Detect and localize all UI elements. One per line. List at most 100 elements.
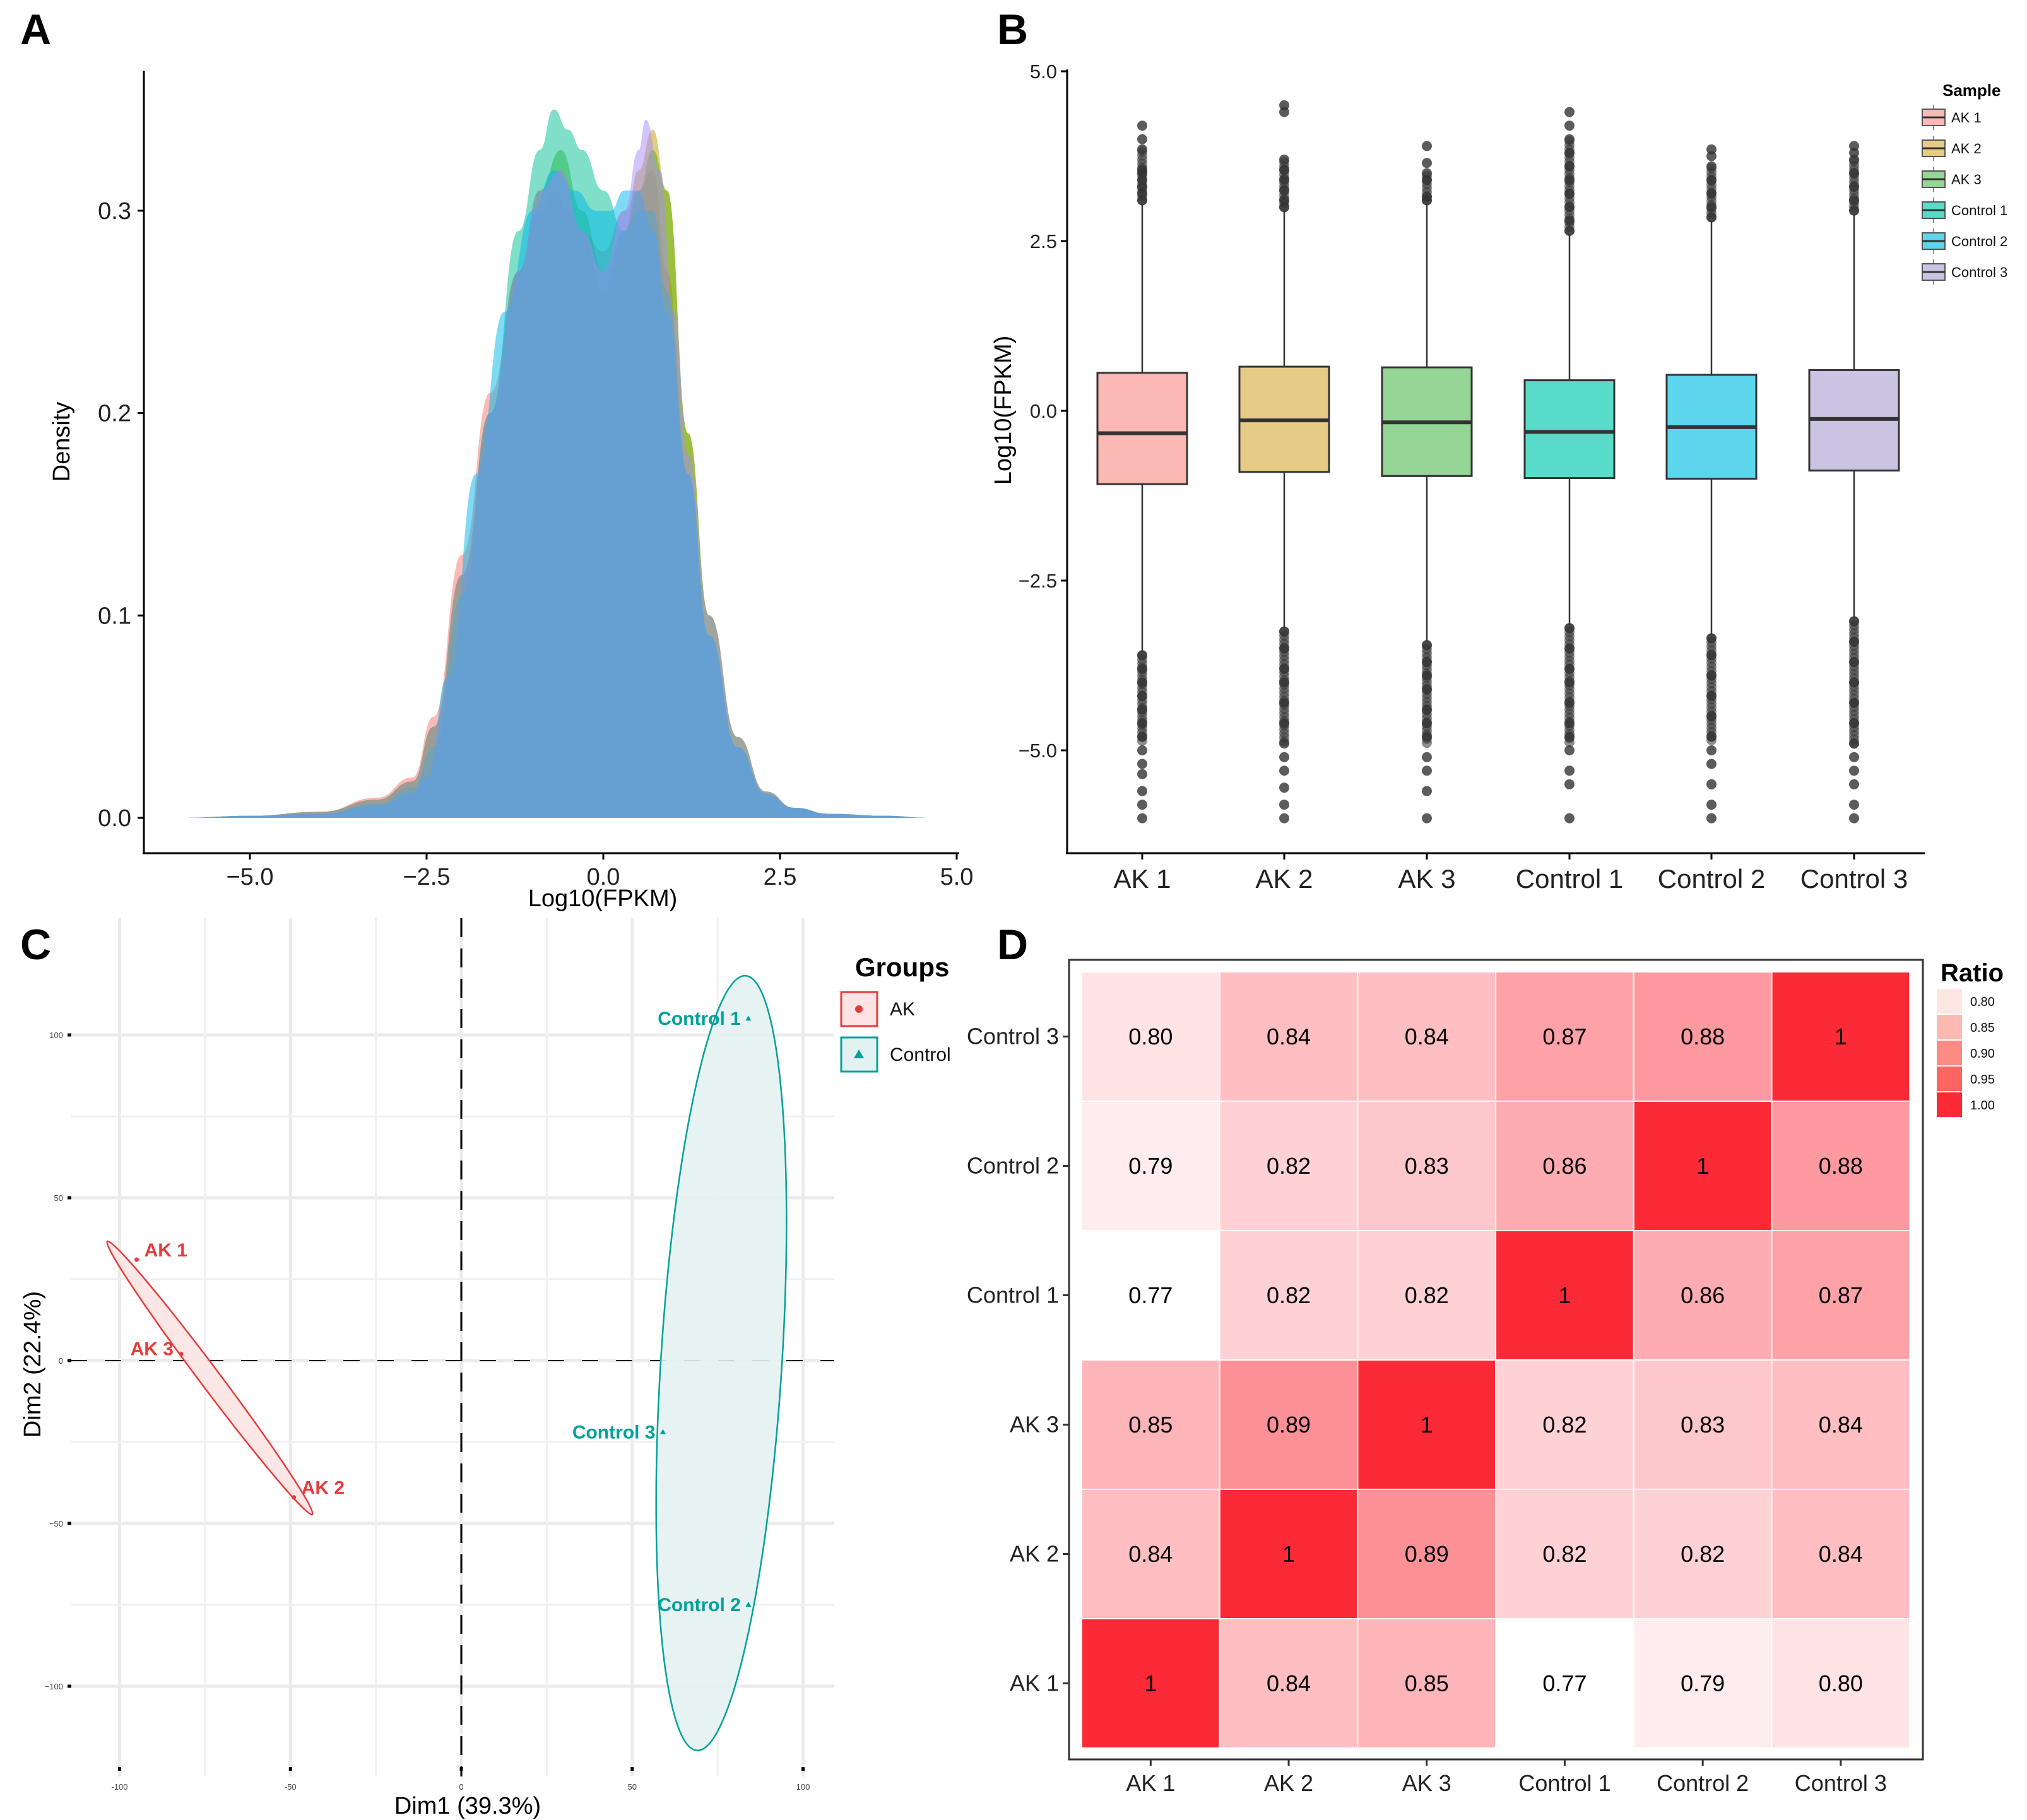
point-control-2 [745, 1602, 752, 1607]
outlier-point [1706, 813, 1717, 824]
legend-marker [855, 1005, 863, 1013]
heatmap-cell: 0.79 [1081, 1101, 1220, 1231]
box-ak-1 [1096, 121, 1188, 824]
heatmap-cell: 1 [1633, 1101, 1773, 1231]
heatmap-cell: 1 [1219, 1489, 1359, 1619]
heatmap-cell-value: 0.84 [1267, 1024, 1311, 1049]
outlier-point [1137, 650, 1147, 661]
outlier-point [1849, 800, 1859, 810]
outlier-point [1706, 690, 1717, 701]
outlier-point [1849, 168, 1859, 179]
outlier-point [1706, 144, 1717, 155]
legend-swatch [1937, 1092, 1962, 1117]
outlier-point [1422, 704, 1432, 715]
outlier-point [1137, 745, 1147, 755]
box-plot: 5.0 2.5 0.0 −2.5 −5.0 AK 1 AK 2 AK 3 Control 1 C… [990, 61, 2007, 894]
heatmap-cell-value: 0.89 [1267, 1412, 1311, 1438]
legend: Sample AK 1 AK 2 AK 3 Control 1 Control 2 Con… [1922, 81, 2007, 285]
heatmap-cell-value: 0.86 [1681, 1282, 1725, 1308]
heatmap-cell-rect [1357, 971, 1497, 1102]
heatmap-cells: 1 0.84 0.85 0.77 0.79 0.80 0.84 1 0.89 0.82 0.82 0.… [1081, 971, 1911, 1749]
outlier-point [1706, 759, 1717, 769]
heatmap-cell-value: 1 [1144, 1670, 1157, 1696]
x-tick-label: 0 [459, 1782, 463, 1792]
outlier-point [1422, 192, 1432, 203]
outlier-point [1137, 800, 1147, 810]
legend-label: Control 2 [1951, 233, 2007, 249]
x-tick-label: Control 3 [1795, 1770, 1887, 1796]
x-tick-mark [118, 1767, 121, 1771]
x-tick-label: AK 1 [1113, 864, 1171, 894]
heatmap-cell-value: 1 [1282, 1541, 1295, 1567]
heatmap-cell-value: 0.79 [1681, 1670, 1725, 1696]
heatmap-cell: 0.84 [1219, 1618, 1359, 1749]
heatmap-cell: 0.86 [1495, 1101, 1634, 1231]
heatmap-cell-value: 0.84 [1128, 1541, 1173, 1567]
outlier-point [1706, 731, 1717, 742]
x-tick-label: Control 2 [1657, 1770, 1749, 1796]
legend-label: Control 1 [1951, 203, 2007, 218]
outlier-point [1564, 134, 1575, 145]
outlier-point [1422, 684, 1432, 695]
outlier-point [1279, 175, 1289, 186]
outlier-point [1422, 765, 1432, 776]
x-tick-label: Control 3 [1800, 864, 1908, 894]
y-tick-mark [68, 1033, 71, 1037]
heatmap-cell-rect [1081, 1230, 1220, 1361]
legend-item-ak-2: AK 2 [1922, 136, 1982, 161]
y-tick-label: −5.0 [1019, 740, 1057, 762]
heatmap-cell-rect [1219, 971, 1359, 1102]
legend-item: 0.95 [1937, 1067, 1995, 1091]
outlier-point [1849, 141, 1859, 151]
heatmap-cell-value: 0.86 [1542, 1153, 1587, 1179]
legend: Ratio 0.80 0.85 0.90 0.95 1.00 [1937, 959, 2004, 1117]
heatmap-cell-rect [1081, 1101, 1220, 1231]
x-tick-label: Control 1 [1516, 864, 1623, 894]
heatmap-cell: 0.83 [1633, 1359, 1773, 1490]
outlier-point [1137, 690, 1147, 701]
heatmap-cell-rect [1633, 971, 1773, 1102]
outlier-point [1279, 813, 1289, 824]
y-tick-mark [68, 1684, 71, 1688]
outlier-point [1564, 107, 1575, 117]
x-tick-label: 100 [796, 1782, 810, 1792]
box-control-3 [1808, 141, 1900, 824]
x-tick-label: AK 1 [1126, 1770, 1175, 1796]
outlier-point [1279, 738, 1289, 749]
outlier-point [1849, 718, 1859, 728]
y-tick-mark [68, 1522, 71, 1525]
heatmap-cell: 0.82 [1495, 1489, 1634, 1619]
heatmap-cell: 0.84 [1771, 1359, 1911, 1490]
outlier-point [1706, 779, 1717, 789]
y-tick-mark [68, 1359, 71, 1362]
legend-item-control-2: Control 2 [1922, 228, 2007, 254]
outlier-point [1706, 161, 1717, 172]
y-tick-label: AK 3 [1010, 1412, 1059, 1438]
outlier-point [1422, 813, 1432, 824]
heatmap-cell: 0.84 [1771, 1489, 1911, 1619]
heatmap-cell-value: 0.82 [1681, 1541, 1725, 1567]
legend-title: Ratio [1941, 959, 2004, 987]
x-tick-label: -50 [285, 1782, 297, 1792]
legend-item-ak-3: AK 3 [1922, 167, 1982, 192]
outlier-point [1564, 643, 1575, 654]
heatmap-cell: 1 [1495, 1230, 1634, 1361]
y-tick-label: AK 2 [1010, 1541, 1059, 1567]
outlier-point [1279, 718, 1289, 728]
heatmap-cell: 0.83 [1357, 1101, 1497, 1231]
outlier-point [1279, 765, 1289, 776]
heatmap-cell-rect [1081, 1489, 1220, 1619]
outlier-point [1279, 800, 1289, 810]
x-tick-label: 50 [628, 1782, 637, 1792]
heatmap-cell-rect [1357, 1101, 1497, 1231]
heatmap-cell-value: 0.77 [1128, 1282, 1173, 1308]
y-tick-label: AK 1 [1010, 1670, 1059, 1696]
x-tick-label: −5.0 [226, 864, 273, 890]
heatmap-cell: 0.82 [1357, 1230, 1497, 1361]
x-axis-title: Log10(FPKM) [528, 885, 678, 912]
panel-label-d: D [997, 921, 1028, 969]
x-tick-label: AK 3 [1402, 1770, 1451, 1796]
outlier-point [1706, 202, 1717, 213]
heatmap-cell: 0.82 [1219, 1101, 1359, 1231]
outlier-point [1422, 786, 1432, 796]
